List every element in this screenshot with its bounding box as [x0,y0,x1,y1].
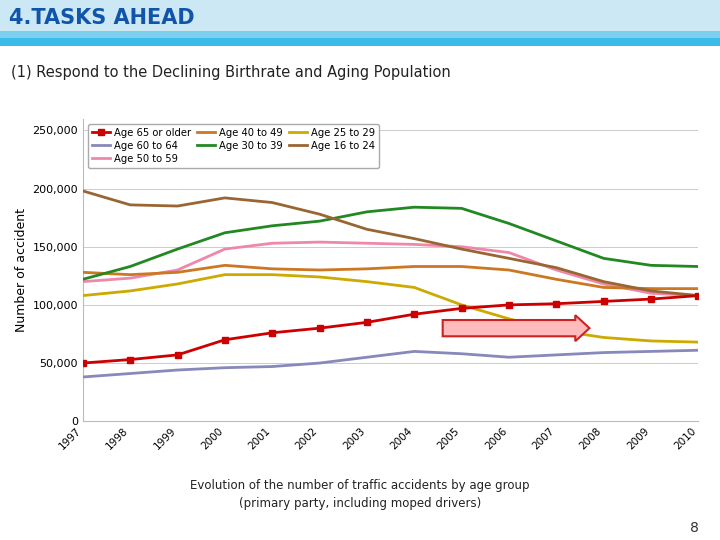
Legend: Age 65 or older, Age 60 to 64, Age 50 to 59, Age 40 to 49, Age 30 to 39, Age 25 : Age 65 or older, Age 60 to 64, Age 50 to… [88,124,379,168]
Text: 8: 8 [690,521,698,535]
Text: (1) Respond to the Declining Birthrate and Aging Population: (1) Respond to the Declining Birthrate a… [11,65,451,80]
Bar [0,31,720,38]
Bar [0,38,720,46]
Text: 4.TASKS AHEAD: 4.TASKS AHEAD [9,8,194,29]
FancyArrow shape [443,315,590,341]
Y-axis label: Number of accident: Number of accident [15,208,28,332]
Text: Evolution of the number of traffic accidents by age group
(primary party, includ: Evolution of the number of traffic accid… [190,478,530,510]
